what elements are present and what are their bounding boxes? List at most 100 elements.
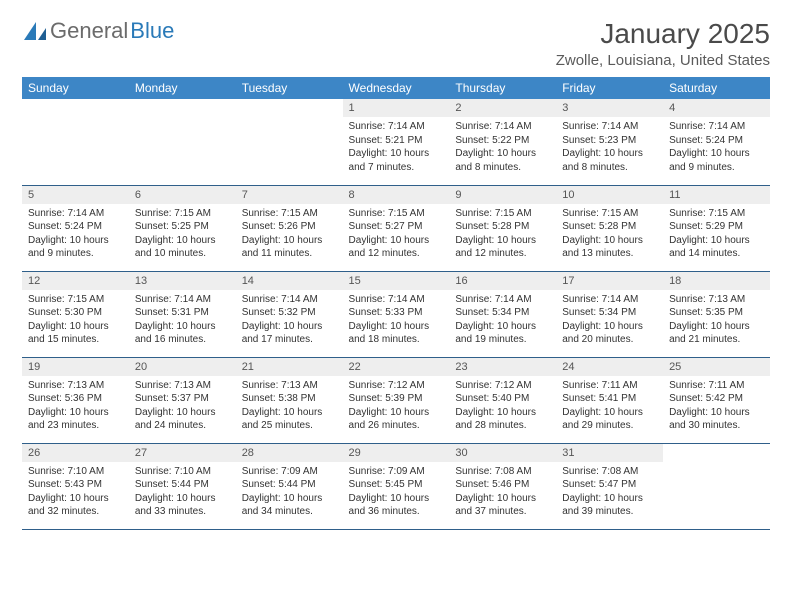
weekday-header-row: Sunday Monday Tuesday Wednesday Thursday… xyxy=(22,77,770,99)
day-details: Sunrise: 7:15 AMSunset: 5:27 PMDaylight:… xyxy=(343,204,450,271)
day-cell: 7Sunrise: 7:15 AMSunset: 5:26 PMDaylight… xyxy=(236,185,343,271)
day-number: 6 xyxy=(129,186,236,204)
day-number: 7 xyxy=(236,186,343,204)
day-cell: 30Sunrise: 7:08 AMSunset: 5:46 PMDayligh… xyxy=(449,443,556,529)
day-number: 20 xyxy=(129,358,236,376)
day-cell: 19Sunrise: 7:13 AMSunset: 5:36 PMDayligh… xyxy=(22,357,129,443)
header: General Blue January 2025 Zwolle, Louisi… xyxy=(22,18,770,69)
day-cell: 25Sunrise: 7:11 AMSunset: 5:42 PMDayligh… xyxy=(663,357,770,443)
day-number: 5 xyxy=(22,186,129,204)
day-details: Sunrise: 7:14 AMSunset: 5:24 PMDaylight:… xyxy=(663,117,770,184)
day-details: Sunrise: 7:15 AMSunset: 5:30 PMDaylight:… xyxy=(22,290,129,357)
day-cell: 28Sunrise: 7:09 AMSunset: 5:44 PMDayligh… xyxy=(236,443,343,529)
day-number: 1 xyxy=(343,99,450,117)
day-cell: 12Sunrise: 7:15 AMSunset: 5:30 PMDayligh… xyxy=(22,271,129,357)
day-cell: 2Sunrise: 7:14 AMSunset: 5:22 PMDaylight… xyxy=(449,99,556,185)
day-number: 18 xyxy=(663,272,770,290)
day-number: 17 xyxy=(556,272,663,290)
day-details: Sunrise: 7:15 AMSunset: 5:28 PMDaylight:… xyxy=(449,204,556,271)
day-cell: 21Sunrise: 7:13 AMSunset: 5:38 PMDayligh… xyxy=(236,357,343,443)
day-number: 11 xyxy=(663,186,770,204)
day-cell: 20Sunrise: 7:13 AMSunset: 5:37 PMDayligh… xyxy=(129,357,236,443)
day-number: 21 xyxy=(236,358,343,376)
day-number: 3 xyxy=(556,99,663,117)
day-details: Sunrise: 7:13 AMSunset: 5:36 PMDaylight:… xyxy=(22,376,129,443)
day-cell: 18Sunrise: 7:13 AMSunset: 5:35 PMDayligh… xyxy=(663,271,770,357)
day-cell: 6Sunrise: 7:15 AMSunset: 5:25 PMDaylight… xyxy=(129,185,236,271)
week-row: 5Sunrise: 7:14 AMSunset: 5:24 PMDaylight… xyxy=(22,185,770,271)
day-cell: 31Sunrise: 7:08 AMSunset: 5:47 PMDayligh… xyxy=(556,443,663,529)
day-cell: 4Sunrise: 7:14 AMSunset: 5:24 PMDaylight… xyxy=(663,99,770,185)
day-number: 14 xyxy=(236,272,343,290)
day-cell: 23Sunrise: 7:12 AMSunset: 5:40 PMDayligh… xyxy=(449,357,556,443)
logo-text-blue: Blue xyxy=(130,18,174,44)
day-details: Sunrise: 7:14 AMSunset: 5:34 PMDaylight:… xyxy=(556,290,663,357)
day-number: 2 xyxy=(449,99,556,117)
month-title: January 2025 xyxy=(556,18,770,50)
day-cell: 15Sunrise: 7:14 AMSunset: 5:33 PMDayligh… xyxy=(343,271,450,357)
day-cell: 29Sunrise: 7:09 AMSunset: 5:45 PMDayligh… xyxy=(343,443,450,529)
day-details: Sunrise: 7:15 AMSunset: 5:25 PMDaylight:… xyxy=(129,204,236,271)
day-cell xyxy=(22,99,129,185)
day-cell: 8Sunrise: 7:15 AMSunset: 5:27 PMDaylight… xyxy=(343,185,450,271)
day-details: Sunrise: 7:09 AMSunset: 5:45 PMDaylight:… xyxy=(343,462,450,529)
day-details: Sunrise: 7:14 AMSunset: 5:34 PMDaylight:… xyxy=(449,290,556,357)
week-row: 19Sunrise: 7:13 AMSunset: 5:36 PMDayligh… xyxy=(22,357,770,443)
day-details: Sunrise: 7:10 AMSunset: 5:44 PMDaylight:… xyxy=(129,462,236,529)
weekday-header: Friday xyxy=(556,77,663,99)
day-number: 15 xyxy=(343,272,450,290)
day-details: Sunrise: 7:11 AMSunset: 5:42 PMDaylight:… xyxy=(663,376,770,443)
day-cell: 26Sunrise: 7:10 AMSunset: 5:43 PMDayligh… xyxy=(22,443,129,529)
calendar-body: 1Sunrise: 7:14 AMSunset: 5:21 PMDaylight… xyxy=(22,99,770,529)
logo-text-general: General xyxy=(50,18,128,44)
day-cell: 24Sunrise: 7:11 AMSunset: 5:41 PMDayligh… xyxy=(556,357,663,443)
day-number: 23 xyxy=(449,358,556,376)
day-number: 22 xyxy=(343,358,450,376)
week-row: 26Sunrise: 7:10 AMSunset: 5:43 PMDayligh… xyxy=(22,443,770,529)
weekday-header: Tuesday xyxy=(236,77,343,99)
day-cell: 5Sunrise: 7:14 AMSunset: 5:24 PMDaylight… xyxy=(22,185,129,271)
weekday-header: Sunday xyxy=(22,77,129,99)
day-cell: 9Sunrise: 7:15 AMSunset: 5:28 PMDaylight… xyxy=(449,185,556,271)
day-number: 9 xyxy=(449,186,556,204)
day-cell xyxy=(236,99,343,185)
day-cell: 13Sunrise: 7:14 AMSunset: 5:31 PMDayligh… xyxy=(129,271,236,357)
day-number: 27 xyxy=(129,444,236,462)
day-details: Sunrise: 7:11 AMSunset: 5:41 PMDaylight:… xyxy=(556,376,663,443)
day-number: 28 xyxy=(236,444,343,462)
day-details: Sunrise: 7:13 AMSunset: 5:35 PMDaylight:… xyxy=(663,290,770,357)
day-details: Sunrise: 7:15 AMSunset: 5:29 PMDaylight:… xyxy=(663,204,770,271)
day-details: Sunrise: 7:08 AMSunset: 5:46 PMDaylight:… xyxy=(449,462,556,529)
day-details: Sunrise: 7:14 AMSunset: 5:23 PMDaylight:… xyxy=(556,117,663,184)
day-cell: 27Sunrise: 7:10 AMSunset: 5:44 PMDayligh… xyxy=(129,443,236,529)
day-cell: 16Sunrise: 7:14 AMSunset: 5:34 PMDayligh… xyxy=(449,271,556,357)
day-cell: 14Sunrise: 7:14 AMSunset: 5:32 PMDayligh… xyxy=(236,271,343,357)
day-cell xyxy=(129,99,236,185)
day-details: Sunrise: 7:15 AMSunset: 5:26 PMDaylight:… xyxy=(236,204,343,271)
day-details: Sunrise: 7:14 AMSunset: 5:24 PMDaylight:… xyxy=(22,204,129,271)
day-number: 30 xyxy=(449,444,556,462)
day-details: Sunrise: 7:14 AMSunset: 5:32 PMDaylight:… xyxy=(236,290,343,357)
calendar-table: Sunday Monday Tuesday Wednesday Thursday… xyxy=(22,77,770,530)
logo-sail-icon xyxy=(22,20,48,42)
weekday-header: Monday xyxy=(129,77,236,99)
location: Zwolle, Louisiana, United States xyxy=(556,52,770,69)
day-cell: 11Sunrise: 7:15 AMSunset: 5:29 PMDayligh… xyxy=(663,185,770,271)
day-details: Sunrise: 7:09 AMSunset: 5:44 PMDaylight:… xyxy=(236,462,343,529)
day-details: Sunrise: 7:12 AMSunset: 5:39 PMDaylight:… xyxy=(343,376,450,443)
day-number: 12 xyxy=(22,272,129,290)
weekday-header: Wednesday xyxy=(343,77,450,99)
day-details: Sunrise: 7:14 AMSunset: 5:21 PMDaylight:… xyxy=(343,117,450,184)
day-number: 16 xyxy=(449,272,556,290)
day-number: 25 xyxy=(663,358,770,376)
day-cell: 3Sunrise: 7:14 AMSunset: 5:23 PMDaylight… xyxy=(556,99,663,185)
weekday-header: Saturday xyxy=(663,77,770,99)
day-details: Sunrise: 7:14 AMSunset: 5:33 PMDaylight:… xyxy=(343,290,450,357)
week-row: 1Sunrise: 7:14 AMSunset: 5:21 PMDaylight… xyxy=(22,99,770,185)
day-details: Sunrise: 7:13 AMSunset: 5:37 PMDaylight:… xyxy=(129,376,236,443)
day-cell: 17Sunrise: 7:14 AMSunset: 5:34 PMDayligh… xyxy=(556,271,663,357)
day-details: Sunrise: 7:10 AMSunset: 5:43 PMDaylight:… xyxy=(22,462,129,529)
day-number: 31 xyxy=(556,444,663,462)
week-row: 12Sunrise: 7:15 AMSunset: 5:30 PMDayligh… xyxy=(22,271,770,357)
weekday-header: Thursday xyxy=(449,77,556,99)
